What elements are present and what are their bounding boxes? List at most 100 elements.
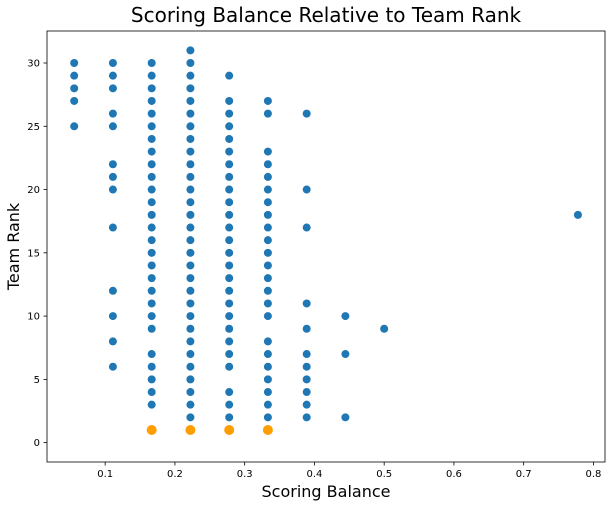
data-point [186, 96, 195, 105]
data-point [263, 337, 272, 346]
data-point [263, 261, 272, 270]
data-point [147, 185, 156, 194]
data-point [108, 71, 117, 80]
x-tick-label: 0.1 [97, 469, 113, 480]
chart-title: Scoring Balance Relative to Team Rank [131, 3, 522, 27]
data-point [263, 362, 272, 371]
data-point [186, 375, 195, 384]
data-point [108, 223, 117, 232]
data-point [341, 413, 350, 422]
data-point [225, 172, 234, 181]
data-point [225, 362, 234, 371]
data-point [225, 236, 234, 245]
data-point [225, 134, 234, 143]
data-point [225, 400, 234, 409]
data-point [302, 185, 311, 194]
data-point [186, 172, 195, 181]
data-point [186, 84, 195, 93]
x-tick-label: 0.3 [237, 469, 253, 480]
data-point [186, 59, 195, 68]
data-point [341, 312, 350, 321]
data-point [147, 109, 156, 118]
data-point [225, 248, 234, 257]
data-point [147, 248, 156, 257]
highlight-point [224, 424, 235, 435]
data-point [302, 350, 311, 359]
y-axis-ticks: 0 5 10 15 20 25 30 [27, 59, 47, 449]
data-point [108, 59, 117, 68]
data-point [225, 122, 234, 131]
data-point [108, 122, 117, 131]
data-point [147, 299, 156, 308]
data-point [186, 324, 195, 333]
data-point [225, 71, 234, 80]
data-point [302, 223, 311, 232]
data-point [263, 147, 272, 156]
data-point [302, 400, 311, 409]
data-point [225, 350, 234, 359]
data-point [263, 172, 272, 181]
data-point [186, 286, 195, 295]
data-point [225, 147, 234, 156]
data-point [302, 362, 311, 371]
data-point [147, 160, 156, 169]
data-point [108, 286, 117, 295]
data-point [70, 122, 79, 131]
data-point [263, 299, 272, 308]
data-point [341, 350, 350, 359]
highlight-point [146, 424, 157, 435]
data-point [147, 134, 156, 143]
data-point [225, 388, 234, 397]
data-point [147, 84, 156, 93]
data-point [263, 248, 272, 257]
data-point [186, 413, 195, 422]
data-point [263, 236, 272, 245]
data-point [263, 96, 272, 105]
data-point [302, 324, 311, 333]
data-point [186, 122, 195, 131]
data-point [147, 96, 156, 105]
data-point [263, 413, 272, 422]
data-point [147, 324, 156, 333]
data-point [225, 324, 234, 333]
data-point [186, 274, 195, 283]
data-point [186, 400, 195, 409]
data-point [147, 362, 156, 371]
data-point [225, 185, 234, 194]
data-point [186, 185, 195, 194]
x-tick-label: 0.5 [376, 469, 392, 480]
data-point [225, 299, 234, 308]
data-point [302, 388, 311, 397]
y-axis-title: Team Rank [4, 202, 23, 291]
data-point [263, 185, 272, 194]
data-point [186, 210, 195, 219]
data-point [263, 160, 272, 169]
x-tick-label: 0.7 [516, 469, 532, 480]
points-layer [70, 46, 582, 435]
data-point [263, 312, 272, 321]
x-axis-title: Scoring Balance [262, 482, 391, 501]
data-point [186, 223, 195, 232]
data-point [302, 109, 311, 118]
x-axis-ticks: 0.1 0.2 0.3 0.4 0.5 0.6 0.7 0.8 [97, 462, 601, 480]
data-point [108, 172, 117, 181]
data-point [263, 198, 272, 207]
data-point [225, 312, 234, 321]
data-point [263, 109, 272, 118]
data-point [225, 198, 234, 207]
data-point [147, 274, 156, 283]
x-tick-label: 0.6 [446, 469, 462, 480]
data-point [186, 198, 195, 207]
plot-frame [46, 30, 606, 463]
data-point [186, 71, 195, 80]
data-point [108, 109, 117, 118]
data-point [263, 388, 272, 397]
data-point [108, 185, 117, 194]
data-point [225, 261, 234, 270]
data-point [147, 147, 156, 156]
data-point [108, 84, 117, 93]
data-point [70, 84, 79, 93]
data-point [302, 413, 311, 422]
data-point [263, 223, 272, 232]
data-point [225, 413, 234, 422]
